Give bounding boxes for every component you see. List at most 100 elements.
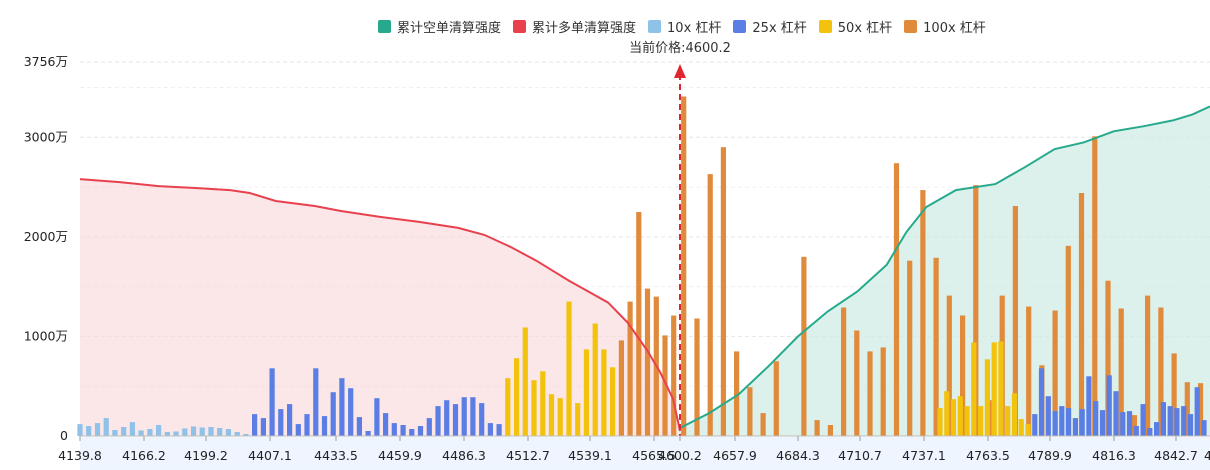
y-tick-label: 3000万 xyxy=(24,129,68,144)
bar-100x xyxy=(720,147,726,436)
bar-10x xyxy=(121,427,127,436)
bar-100x xyxy=(618,340,624,436)
bar-50x xyxy=(1005,406,1011,436)
bar-25x xyxy=(409,429,415,436)
legend-swatch xyxy=(733,19,747,33)
x-tick-label: 4763.5 xyxy=(966,448,1010,463)
bar-25x xyxy=(321,416,328,436)
y-tick-label: 2000万 xyxy=(24,229,68,244)
bar-100x xyxy=(760,413,766,436)
x-tick-label: 4139.8 xyxy=(58,448,102,463)
bar-100x xyxy=(960,315,966,436)
bar-25x xyxy=(1099,410,1106,436)
y-tick-label: 3756万 xyxy=(24,54,68,69)
bar-25x xyxy=(1187,414,1194,436)
bar-25x xyxy=(260,418,266,436)
bar-25x xyxy=(496,424,502,436)
bar-25x xyxy=(269,368,275,436)
bar-25x xyxy=(1038,368,1045,436)
bar-100x xyxy=(1131,415,1137,436)
x-tick-label: 4842.7 xyxy=(1154,448,1198,463)
bar-25x xyxy=(1154,422,1160,436)
bar-100x xyxy=(707,174,713,436)
bar-25x xyxy=(1174,408,1180,436)
bar-25x xyxy=(1032,414,1038,436)
bar-100x xyxy=(946,295,952,436)
bar-100x xyxy=(644,288,651,436)
bar-10x xyxy=(225,429,231,436)
bar-25x xyxy=(470,397,476,436)
legend-item-100x[interactable]: 100x 杠杆 xyxy=(904,17,986,36)
x-tick-label: 4433.5 xyxy=(314,448,358,463)
bar-25x xyxy=(304,414,310,436)
x-tick-label: 4710.7 xyxy=(838,448,882,463)
bar-50x xyxy=(540,371,546,436)
bar-25x xyxy=(461,397,467,436)
legend-item-short[interactable]: 累计空单清算强度 xyxy=(378,17,501,36)
bar-25x xyxy=(1066,408,1072,436)
bar-10x xyxy=(112,430,118,436)
bar-25x xyxy=(1093,401,1099,436)
legend-label: 50x 杠杆 xyxy=(837,20,893,36)
bar-50x xyxy=(531,380,537,436)
bar-25x xyxy=(1045,396,1051,436)
bar-25x xyxy=(479,403,485,436)
bar-10x xyxy=(173,431,179,436)
bar-50x xyxy=(505,378,511,436)
legend-item-long[interactable]: 累计多单清算强度 xyxy=(513,17,636,36)
bar-50x xyxy=(575,403,581,436)
legend-item-25x[interactable]: 25x 杠杆 xyxy=(733,17,807,36)
bar-25x xyxy=(278,409,284,436)
bar-100x xyxy=(920,190,926,436)
x-tick-label: 4600.2 xyxy=(658,448,702,463)
x-tick-label: 4565.5 xyxy=(632,448,676,463)
bar-25x xyxy=(1113,391,1119,436)
bar-100x xyxy=(1012,206,1018,436)
bar-100x xyxy=(1105,280,1111,436)
x-tick-label: 4737.1 xyxy=(902,448,946,463)
bar-10x xyxy=(199,427,205,436)
bar-10x xyxy=(147,429,153,436)
bar-25x xyxy=(356,417,362,436)
bar-25x xyxy=(417,426,424,436)
bar-100x xyxy=(734,351,740,436)
bar-25x xyxy=(313,368,319,436)
bar-50x xyxy=(1025,424,1031,436)
bar-100x xyxy=(1118,308,1124,436)
bar-100x xyxy=(662,335,668,436)
bar-25x xyxy=(330,392,336,436)
bar-25x xyxy=(383,413,389,436)
bar-100x xyxy=(933,257,939,436)
bar-25x xyxy=(1106,375,1112,436)
bar-100x xyxy=(747,387,753,436)
x-tick-label: 48 xyxy=(1204,448,1210,463)
long-liquidation-line xyxy=(79,178,681,432)
legend-item-10x[interactable]: 10x 杠杆 xyxy=(648,17,721,36)
bar-100x xyxy=(1197,383,1204,436)
bar-100x xyxy=(841,307,847,436)
current-price-label: 当前价格:4600.2 xyxy=(629,41,731,56)
bar-10x xyxy=(182,428,188,436)
chart-legend: 累计空单清算强度 累计多单清算强度 10x 杠杆 25x 杠杆 50x 杠杆 1… xyxy=(378,16,998,36)
bar-25x xyxy=(444,400,450,436)
legend-swatch xyxy=(904,19,918,33)
x-tick-label: 4684.3 xyxy=(776,448,820,463)
bar-50x xyxy=(971,342,977,436)
bar-25x xyxy=(339,378,345,436)
legend-label: 累计空单清算强度 xyxy=(397,20,502,36)
bar-50x xyxy=(610,367,616,436)
bar-25x xyxy=(1052,411,1058,436)
bar-25x xyxy=(1147,428,1153,436)
bar-25x xyxy=(487,423,493,436)
bar-50x xyxy=(1018,419,1024,436)
legend-item-50x[interactable]: 50x 杠杆 xyxy=(818,17,893,36)
legend-swatch xyxy=(648,19,662,33)
bar-25x xyxy=(374,398,380,436)
bar-10x xyxy=(243,434,249,436)
bar-100x xyxy=(1065,245,1071,436)
bar-50x xyxy=(522,327,528,436)
bar-25x xyxy=(1133,426,1139,436)
x-tick-label: 4459.9 xyxy=(378,448,422,463)
bar-10x xyxy=(164,432,170,436)
bar-100x xyxy=(1171,353,1177,436)
